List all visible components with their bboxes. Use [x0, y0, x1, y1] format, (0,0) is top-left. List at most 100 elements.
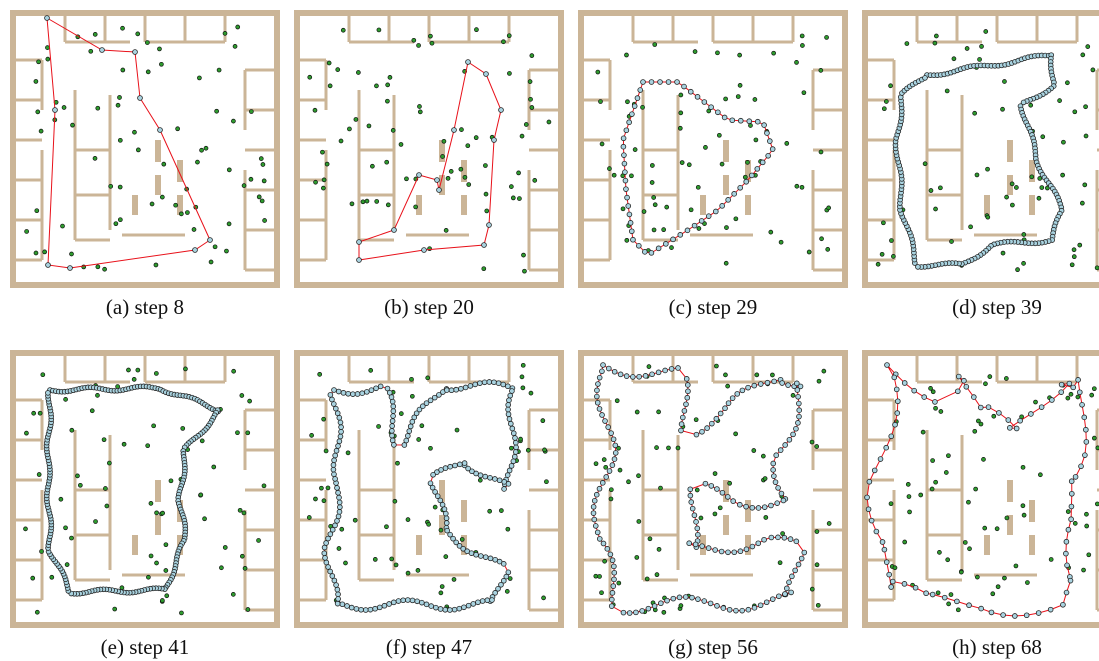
- bead: [913, 585, 918, 590]
- bead: [784, 586, 789, 591]
- bead: [444, 521, 449, 526]
- dot: [621, 207, 625, 211]
- dot: [90, 409, 94, 413]
- dot: [485, 209, 489, 213]
- dot: [929, 386, 933, 390]
- dot: [724, 226, 728, 230]
- dot: [662, 228, 666, 232]
- dot: [1037, 196, 1041, 200]
- bead: [46, 390, 51, 395]
- dot: [235, 431, 239, 435]
- dot: [718, 506, 722, 510]
- bead: [1064, 590, 1069, 595]
- dot: [609, 497, 613, 501]
- dot: [703, 145, 707, 149]
- bead: [332, 388, 337, 393]
- bead: [779, 491, 784, 496]
- dot: [1061, 173, 1065, 177]
- dot: [676, 446, 680, 450]
- dot: [519, 437, 523, 441]
- dot: [655, 446, 659, 450]
- bead: [336, 592, 341, 597]
- dot: [64, 397, 68, 401]
- dot: [200, 439, 204, 443]
- dot: [1095, 266, 1099, 270]
- bead: [454, 387, 459, 392]
- bead: [350, 392, 355, 397]
- bead: [354, 607, 359, 612]
- bead: [885, 363, 890, 368]
- bead: [335, 519, 340, 524]
- bead: [389, 428, 394, 433]
- dot: [452, 577, 456, 581]
- bead: [902, 381, 907, 386]
- dot: [819, 68, 823, 72]
- bead: [676, 366, 681, 371]
- dot: [986, 167, 990, 171]
- bead: [193, 248, 198, 253]
- dot: [474, 28, 478, 32]
- bead: [448, 464, 453, 469]
- bead: [694, 519, 699, 524]
- bead: [331, 402, 336, 407]
- bead: [335, 601, 340, 606]
- bead: [695, 532, 700, 537]
- bead: [396, 599, 401, 604]
- panel: [581, 13, 845, 285]
- dot: [199, 493, 203, 497]
- dot: [1010, 203, 1014, 207]
- bead: [789, 574, 794, 579]
- bead: [627, 611, 632, 616]
- bead: [328, 569, 333, 574]
- dot: [524, 123, 528, 127]
- bead: [772, 379, 777, 384]
- bead: [752, 383, 757, 388]
- bead: [765, 131, 770, 136]
- bead: [695, 526, 700, 531]
- dot: [165, 594, 169, 598]
- bead: [606, 425, 611, 430]
- dot: [763, 477, 767, 481]
- dot: [1021, 465, 1025, 469]
- bead: [442, 507, 447, 512]
- bead: [488, 556, 493, 561]
- bead: [684, 376, 689, 381]
- dot: [1084, 512, 1088, 516]
- bead: [1049, 398, 1054, 403]
- dot: [939, 410, 943, 414]
- bead: [1007, 425, 1012, 430]
- dot: [603, 559, 607, 563]
- bead: [787, 437, 792, 442]
- bead: [336, 514, 341, 519]
- panel: [865, 353, 1099, 625]
- bead: [623, 178, 628, 183]
- bead: [688, 493, 693, 498]
- dot: [648, 537, 652, 541]
- bead: [332, 472, 337, 477]
- caption: (a) step 8: [106, 295, 184, 319]
- bead: [740, 388, 745, 393]
- dot: [617, 581, 621, 585]
- bead: [335, 587, 340, 592]
- dot: [257, 538, 261, 542]
- dot: [394, 563, 398, 567]
- bead: [688, 487, 693, 492]
- bead: [511, 459, 516, 464]
- bead: [594, 394, 599, 399]
- dot: [38, 411, 42, 415]
- bead: [686, 389, 691, 394]
- bead: [337, 495, 342, 500]
- dot: [933, 41, 937, 45]
- dot: [817, 379, 821, 383]
- dot: [1029, 103, 1033, 107]
- dot: [889, 502, 893, 506]
- bead: [781, 498, 786, 503]
- dot: [93, 32, 97, 36]
- bead: [649, 250, 654, 255]
- bead: [591, 511, 596, 516]
- bead: [706, 546, 711, 551]
- page: (a) step 8(b) step 20(c) step 29(d) step…: [0, 0, 1099, 661]
- dot: [521, 253, 525, 257]
- dot: [243, 566, 247, 570]
- bead: [666, 80, 671, 85]
